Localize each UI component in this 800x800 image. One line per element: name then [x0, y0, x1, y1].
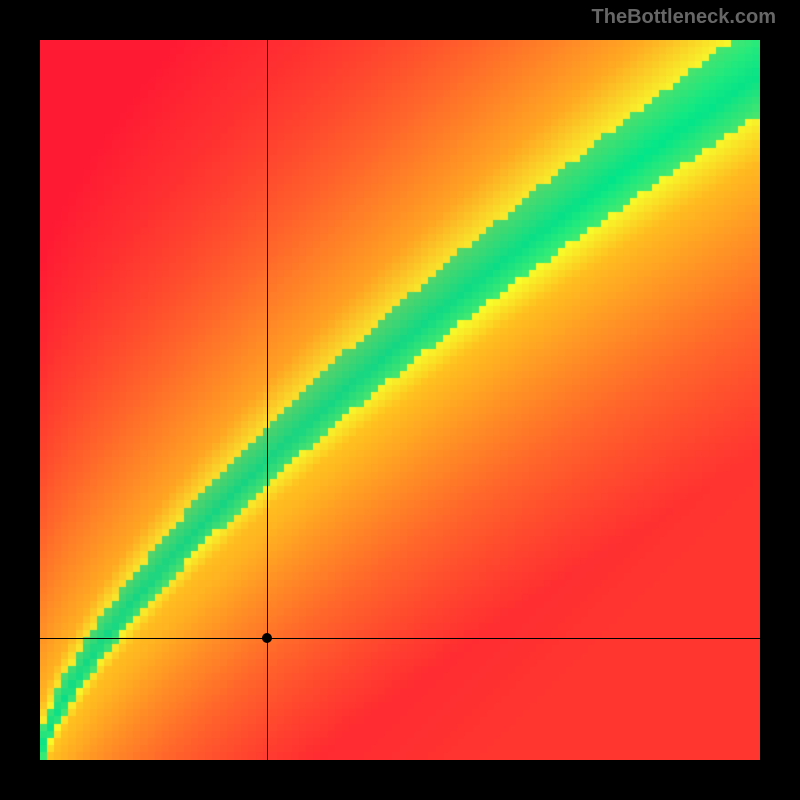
watermark-text: TheBottleneck.com — [592, 6, 776, 29]
crosshair-horizontal — [40, 638, 760, 639]
plot-area — [40, 40, 760, 760]
crosshair-marker-dot — [262, 633, 272, 643]
heatmap-canvas — [40, 40, 760, 760]
chart-container: TheBottleneck.com — [0, 0, 800, 800]
crosshair-vertical — [267, 40, 268, 760]
